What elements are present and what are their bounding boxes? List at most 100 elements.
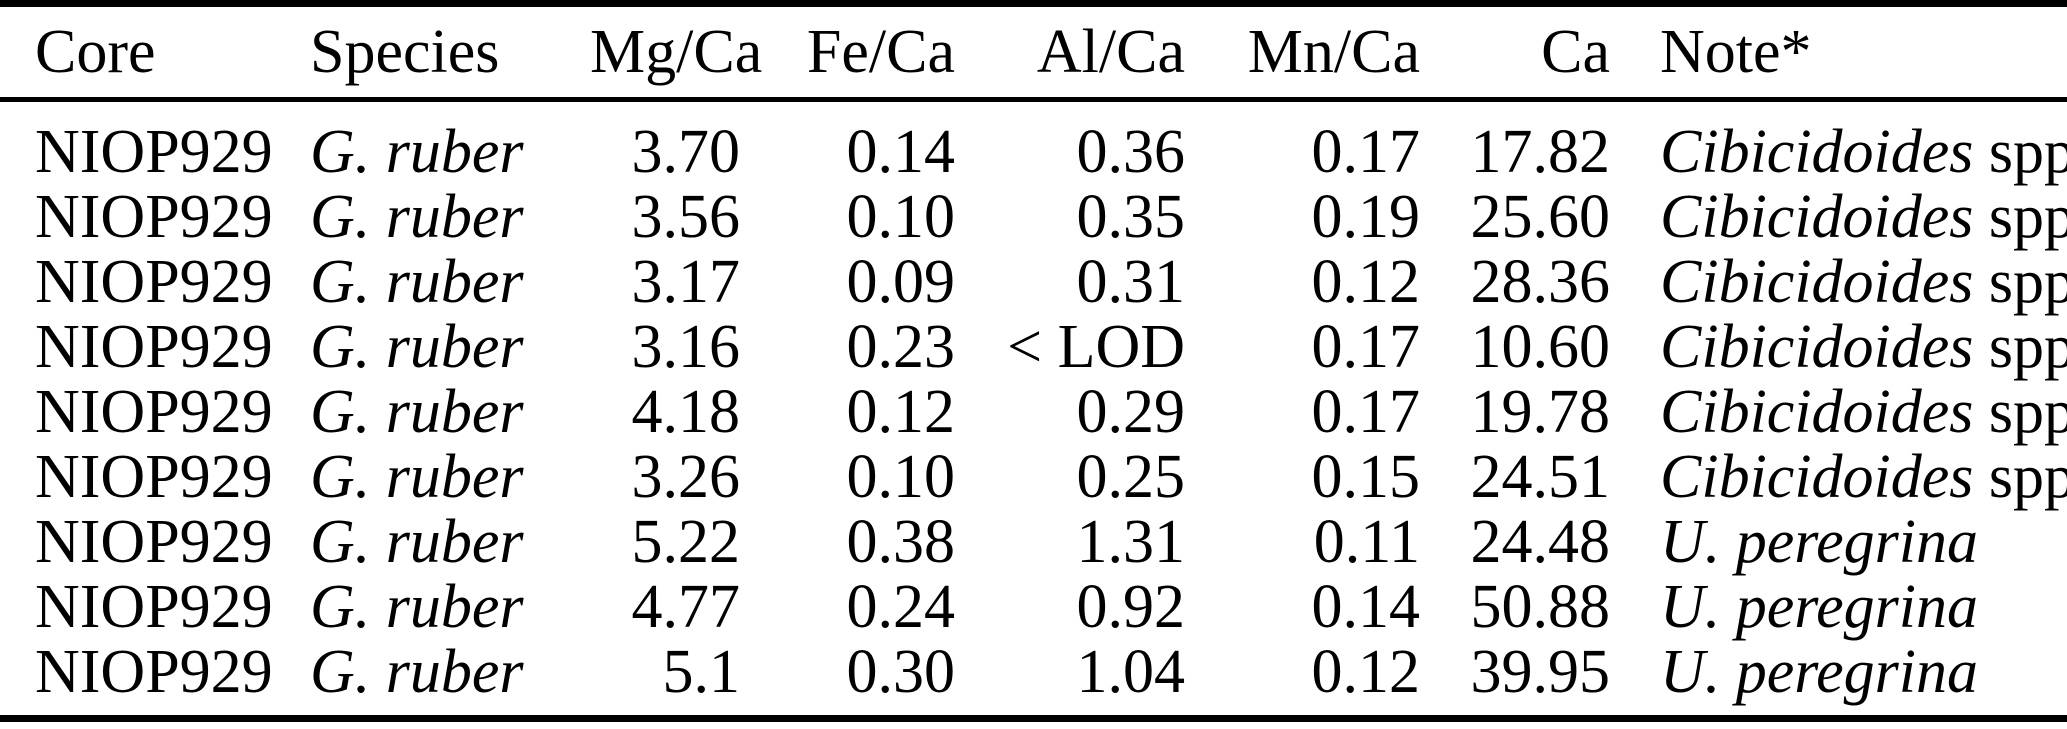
- cell-core: NIOP929: [35, 378, 273, 446]
- table-row: NIOP929 G. ruber 5.1 0.30 1.04 0.12 39.9…: [0, 640, 2067, 705]
- table-row: NIOP929 G. ruber 3.56 0.10 0.35 0.19 25.…: [0, 185, 2067, 250]
- cell-mn-ca: 0.15: [1311, 443, 1421, 511]
- cell-fe-ca: 0.09: [846, 248, 956, 316]
- cell-species: G. ruber: [310, 248, 524, 316]
- cell-mn-ca: 0.11: [1313, 508, 1420, 576]
- geochemistry-table: Core Species Mg/Ca Fe/Ca Al/Ca Mn/Ca Ca …: [0, 7, 2067, 705]
- cell-species: G. ruber: [310, 313, 524, 381]
- table-row: NIOP929 G. ruber 4.77 0.24 0.92 0.14 50.…: [0, 575, 2067, 640]
- note-suffix: spp.: [1988, 313, 2067, 381]
- table-row: NIOP929 G. ruber 3.17 0.09 0.31 0.12 28.…: [0, 250, 2067, 315]
- cell-core: NIOP929: [35, 508, 273, 576]
- cell-mg-ca: 3.16: [631, 313, 741, 381]
- col-header-core: Core: [35, 17, 156, 86]
- note-suffix: spp.: [1988, 443, 2067, 511]
- cell-mg-ca: 3.56: [631, 183, 741, 251]
- note-species-name: Cibicidoides: [1660, 248, 1974, 316]
- cell-ca: 50.88: [1470, 573, 1611, 641]
- cell-note: Cibicidoides spp.: [1610, 185, 2067, 250]
- table-row: NIOP929 G. ruber 3.16 0.23 < LOD 0.17 10…: [0, 315, 2067, 380]
- cell-note: Cibicidoides spp.: [1610, 105, 2067, 185]
- cell-species: G. ruber: [310, 378, 524, 446]
- note-species-name: U. peregrina: [1660, 573, 1978, 641]
- col-header-fe-ca: Fe/Ca: [806, 17, 955, 86]
- cell-note: Cibicidoides spp.: [1610, 250, 2067, 315]
- cell-fe-ca: 0.30: [846, 638, 956, 706]
- cell-fe-ca: 0.10: [846, 183, 956, 251]
- note-species-name: Cibicidoides: [1660, 183, 1974, 251]
- cell-al-ca: < LOD: [1007, 313, 1185, 381]
- cell-species: G. ruber: [310, 573, 524, 641]
- note-suffix: spp.: [1988, 183, 2067, 251]
- cell-core: NIOP929: [35, 118, 273, 186]
- cell-mn-ca: 0.17: [1311, 118, 1421, 186]
- cell-note: Cibicidoides spp.: [1610, 315, 2067, 380]
- cell-note: Cibicidoides spp.: [1610, 380, 2067, 445]
- table-row: NIOP929 G. ruber 4.18 0.12 0.29 0.17 19.…: [0, 380, 2067, 445]
- cell-mg-ca: 5.1: [662, 638, 741, 706]
- note-species-name: Cibicidoides: [1660, 443, 1974, 511]
- table-body: NIOP929 G. ruber 3.70 0.14 0.36 0.17 17.…: [0, 105, 2067, 705]
- note-species-name: Cibicidoides: [1660, 378, 1974, 446]
- cell-mg-ca: 3.70: [631, 118, 741, 186]
- cell-mn-ca: 0.17: [1311, 313, 1421, 381]
- cell-mn-ca: 0.19: [1311, 183, 1421, 251]
- col-header-note: Note*: [1660, 17, 1812, 86]
- table-row: NIOP929 G. ruber 3.26 0.10 0.25 0.15 24.…: [0, 445, 2067, 510]
- cell-al-ca: 0.92: [1076, 573, 1186, 641]
- col-header-species: Species: [310, 17, 500, 86]
- cell-mn-ca: 0.12: [1311, 248, 1421, 316]
- note-species-name: Cibicidoides: [1660, 118, 1974, 186]
- cell-fe-ca: 0.38: [846, 508, 956, 576]
- cell-ca: 24.51: [1470, 443, 1611, 511]
- cell-mn-ca: 0.17: [1311, 378, 1421, 446]
- cell-mg-ca: 4.77: [631, 573, 741, 641]
- cell-note: Cibicidoides spp.: [1610, 445, 2067, 510]
- table-row: NIOP929 G. ruber 5.22 0.38 1.31 0.11 24.…: [0, 510, 2067, 575]
- cell-fe-ca: 0.14: [846, 118, 956, 186]
- cell-species: G. ruber: [310, 443, 524, 511]
- table-bottom-rule: [0, 715, 2067, 722]
- cell-species: G. ruber: [310, 118, 524, 186]
- cell-al-ca: 1.31: [1076, 508, 1186, 576]
- table-top-rule: [0, 0, 2067, 7]
- cell-al-ca: 0.25: [1076, 443, 1186, 511]
- note-suffix: spp.: [1988, 248, 2067, 316]
- cell-species: G. ruber: [310, 508, 524, 576]
- cell-note: U. peregrina: [1610, 510, 2067, 575]
- cell-fe-ca: 0.23: [846, 313, 956, 381]
- cell-al-ca: 0.29: [1076, 378, 1186, 446]
- note-species-name: U. peregrina: [1660, 508, 1978, 576]
- cell-core: NIOP929: [35, 573, 273, 641]
- cell-al-ca: 1.04: [1076, 638, 1186, 706]
- note-species-name: Cibicidoides: [1660, 313, 1974, 381]
- cell-al-ca: 0.35: [1076, 183, 1186, 251]
- cell-note: U. peregrina: [1610, 575, 2067, 640]
- col-header-mg-ca: Mg/Ca: [590, 17, 763, 86]
- cell-core: NIOP929: [35, 313, 273, 381]
- cell-note: U. peregrina: [1610, 640, 2067, 705]
- cell-core: NIOP929: [35, 443, 273, 511]
- cell-species: G. ruber: [310, 183, 524, 251]
- col-header-ca: Ca: [1541, 17, 1610, 86]
- cell-mg-ca: 5.22: [631, 508, 741, 576]
- note-species-name: U. peregrina: [1660, 638, 1978, 706]
- cell-mn-ca: 0.12: [1311, 638, 1421, 706]
- cell-ca: 17.82: [1470, 118, 1611, 186]
- cell-ca: 25.60: [1470, 183, 1611, 251]
- cell-ca: 39.95: [1470, 638, 1611, 706]
- cell-core: NIOP929: [35, 183, 273, 251]
- cell-mn-ca: 0.14: [1311, 573, 1421, 641]
- cell-ca: 28.36: [1470, 248, 1611, 316]
- cell-species: G. ruber: [310, 638, 524, 706]
- cell-core: NIOP929: [35, 638, 273, 706]
- cell-fe-ca: 0.12: [846, 378, 956, 446]
- cell-al-ca: 0.36: [1076, 118, 1186, 186]
- note-suffix: spp.: [1988, 118, 2067, 186]
- cell-ca: 10.60: [1470, 313, 1611, 381]
- cell-fe-ca: 0.10: [846, 443, 956, 511]
- table-row: NIOP929 G. ruber 3.70 0.14 0.36 0.17 17.…: [0, 105, 2067, 185]
- col-header-mn-ca: Mn/Ca: [1247, 17, 1420, 86]
- header-row: Core Species Mg/Ca Fe/Ca Al/Ca Mn/Ca Ca …: [0, 7, 2067, 105]
